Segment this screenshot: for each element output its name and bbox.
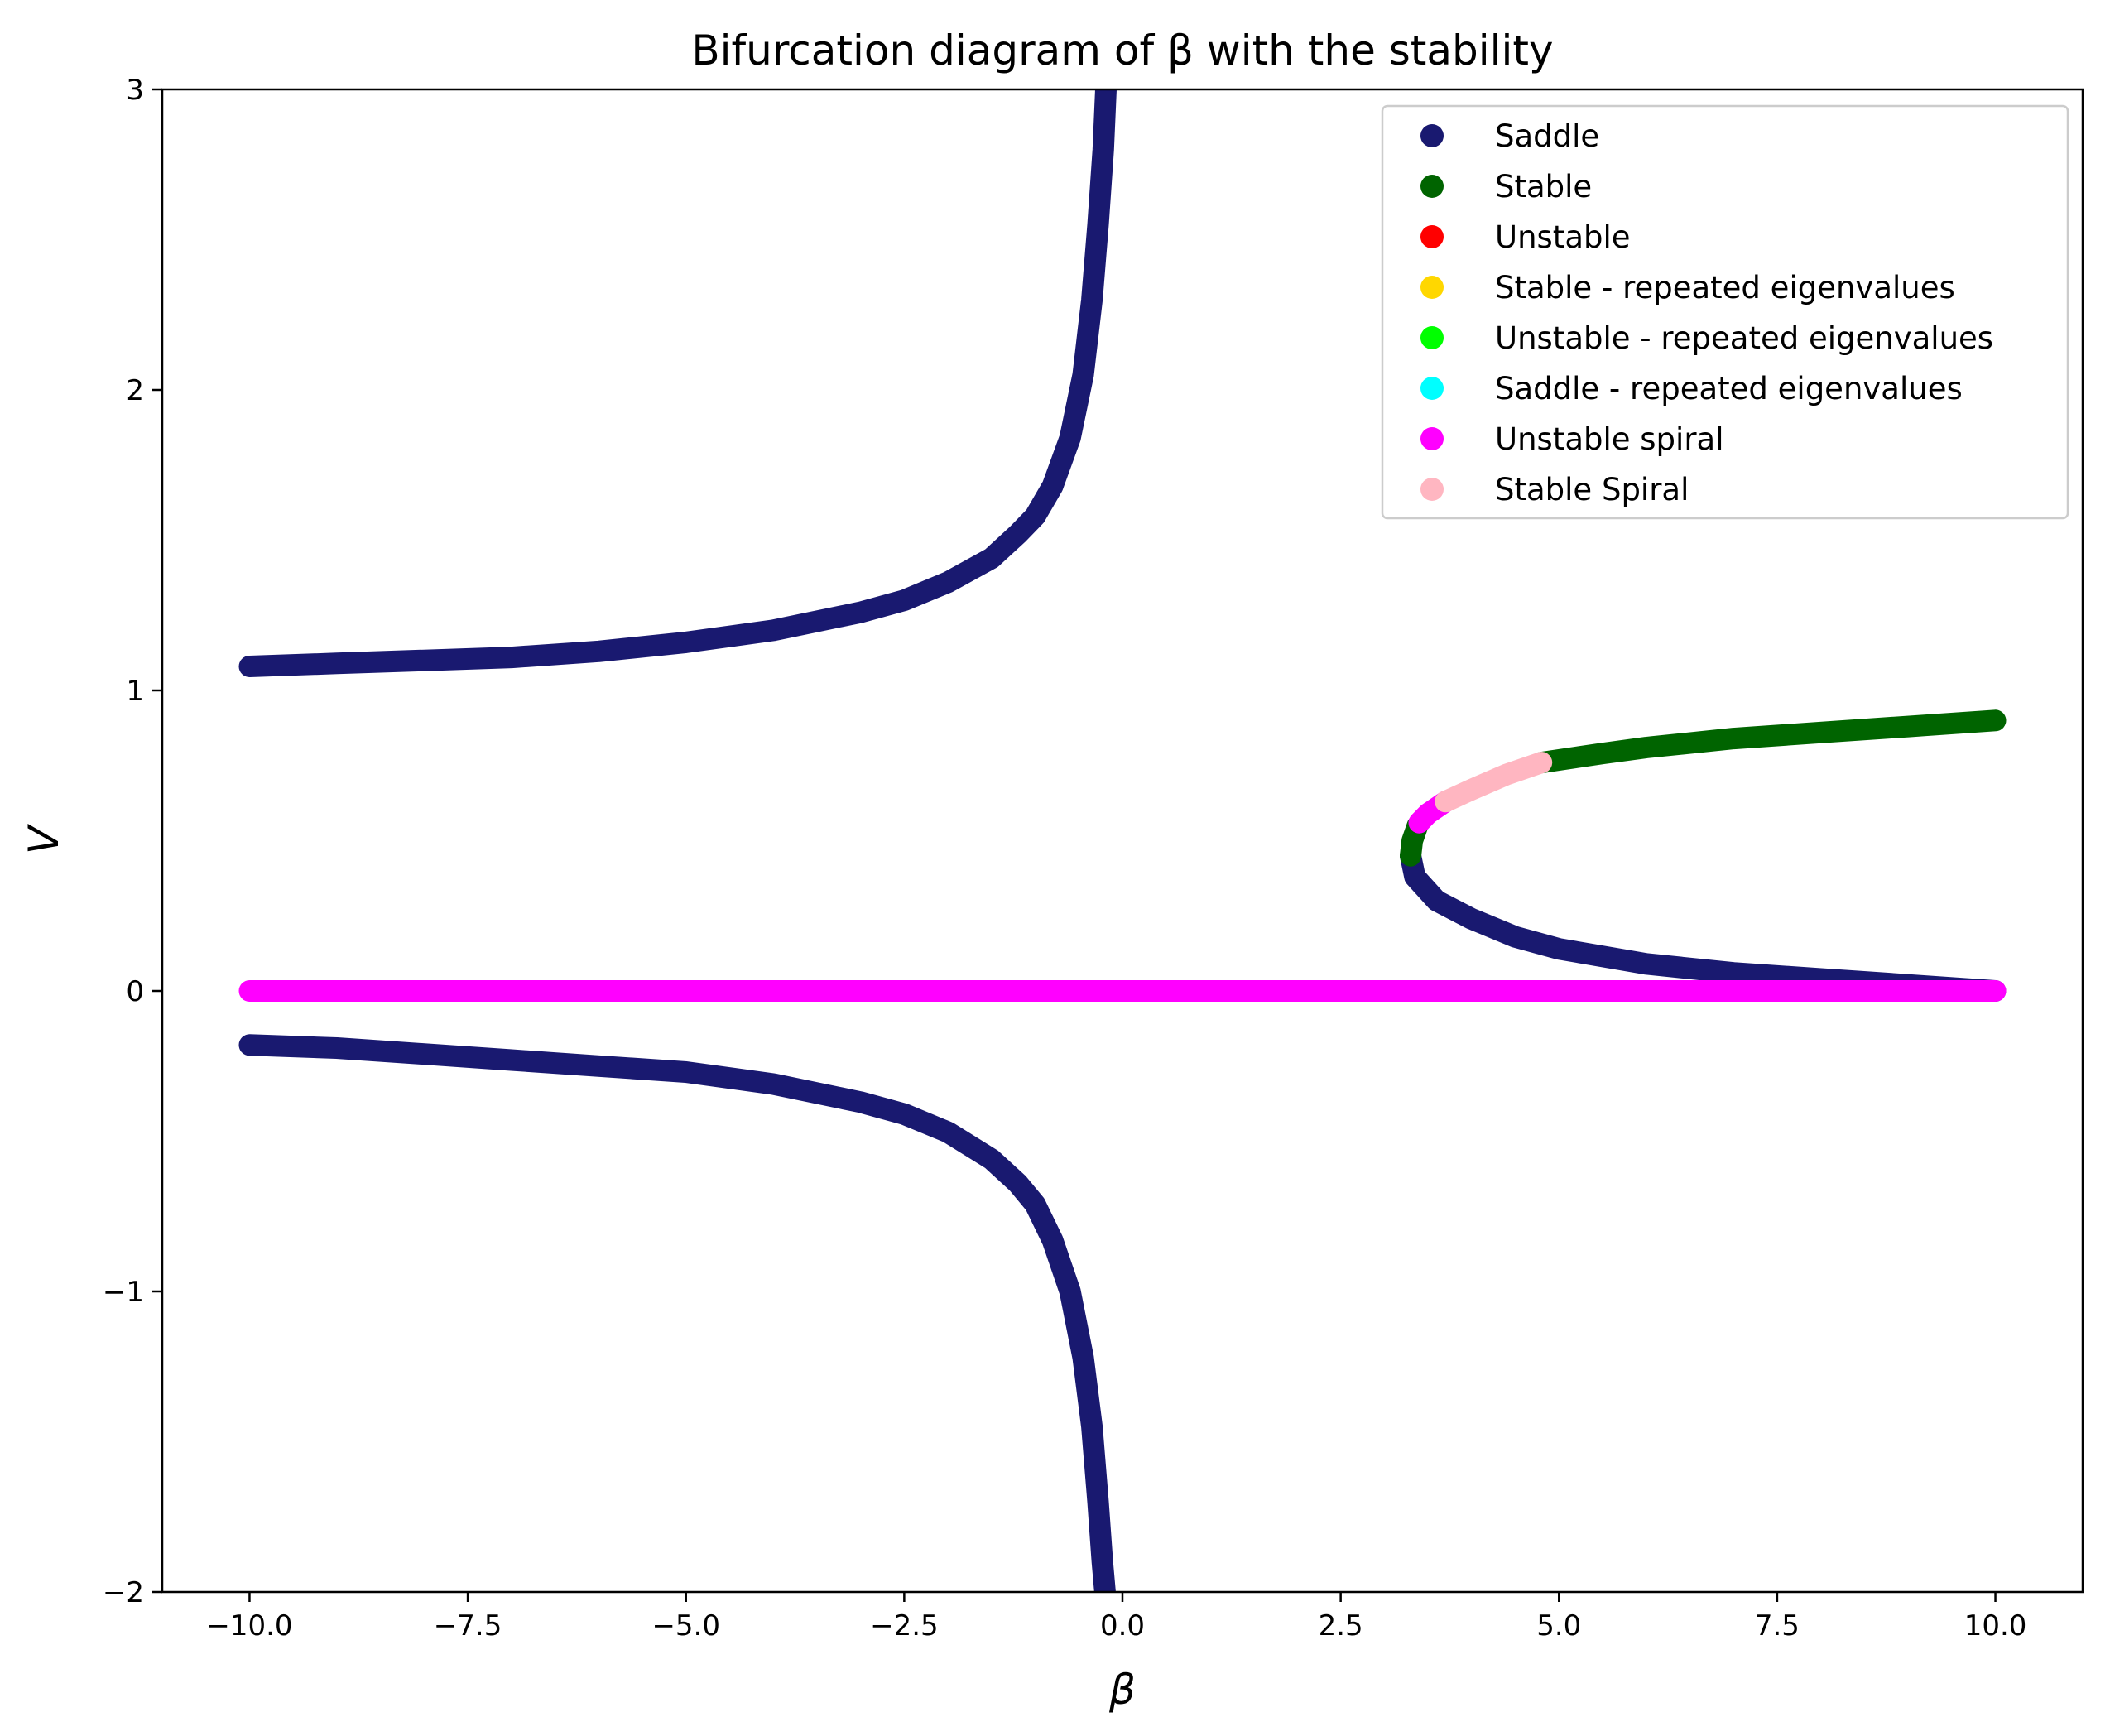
legend-label: Stable Spiral (1495, 472, 1689, 507)
plot-area (238, 89, 2007, 1592)
series-stable-spiral-branch-6 (1435, 752, 1553, 813)
y-tick-label: 0 (126, 975, 144, 1008)
y-tick-label: 3 (126, 74, 144, 107)
legend-label: Unstable spiral (1495, 421, 1724, 457)
legend: Saddle Stable Unstable Stable - repeated ei… (1381, 104, 2069, 520)
legend-label: Unstable (1495, 219, 1631, 255)
legend-marker (1420, 175, 1444, 198)
series-stable-branch-4 (1531, 709, 2007, 774)
legend-box (1381, 104, 2069, 520)
series-saddle-branch-1 (238, 1034, 1116, 1592)
legend-label: Saddle (1495, 118, 1599, 154)
legend-label: Unstable - repeated eigenvalues (1495, 320, 1993, 356)
x-tick-label: −5.0 (651, 1609, 720, 1642)
x-axis-ticks: −10.0 −7.5 −5.0 −2.5 0.0 2.5 5.0 7.5 10.0 (206, 1592, 2026, 1642)
y-axis-label: V (20, 823, 68, 854)
series-saddle-branch-0 (238, 89, 1117, 677)
y-tick-label: 1 (126, 675, 144, 708)
x-tick-label: 2.5 (1319, 1609, 1363, 1642)
legend-marker (1420, 427, 1444, 450)
legend-label: Saddle - repeated eigenvalues (1495, 371, 1963, 406)
x-tick-label: 0.0 (1100, 1609, 1145, 1642)
legend-label: Stable - repeated eigenvalues (1495, 270, 1955, 305)
legend-label: Stable (1495, 169, 1592, 204)
y-tick-label: 2 (126, 374, 144, 407)
x-tick-label: −10.0 (206, 1609, 292, 1642)
y-tick-label: −2 (103, 1576, 144, 1609)
legend-marker (1420, 276, 1444, 299)
x-tick-label: 5.0 (1536, 1609, 1581, 1642)
x-tick-label: 10.0 (1964, 1609, 2027, 1642)
x-tick-label: 7.5 (1755, 1609, 1800, 1642)
y-axis-ticks: −2 −1 0 1 2 3 (103, 74, 162, 1609)
legend-marker (1420, 377, 1444, 400)
legend-marker (1420, 478, 1444, 501)
x-tick-label: −7.5 (434, 1609, 502, 1642)
chart-title: Bifurcation diagram of β with the stabil… (691, 26, 1553, 75)
x-tick-label: −2.5 (870, 1609, 939, 1642)
legend-marker (1420, 326, 1444, 349)
x-axis-label: β (1108, 1666, 1136, 1714)
legend-marker (1420, 124, 1444, 147)
y-tick-label: −1 (103, 1276, 144, 1309)
legend-marker (1420, 225, 1444, 248)
